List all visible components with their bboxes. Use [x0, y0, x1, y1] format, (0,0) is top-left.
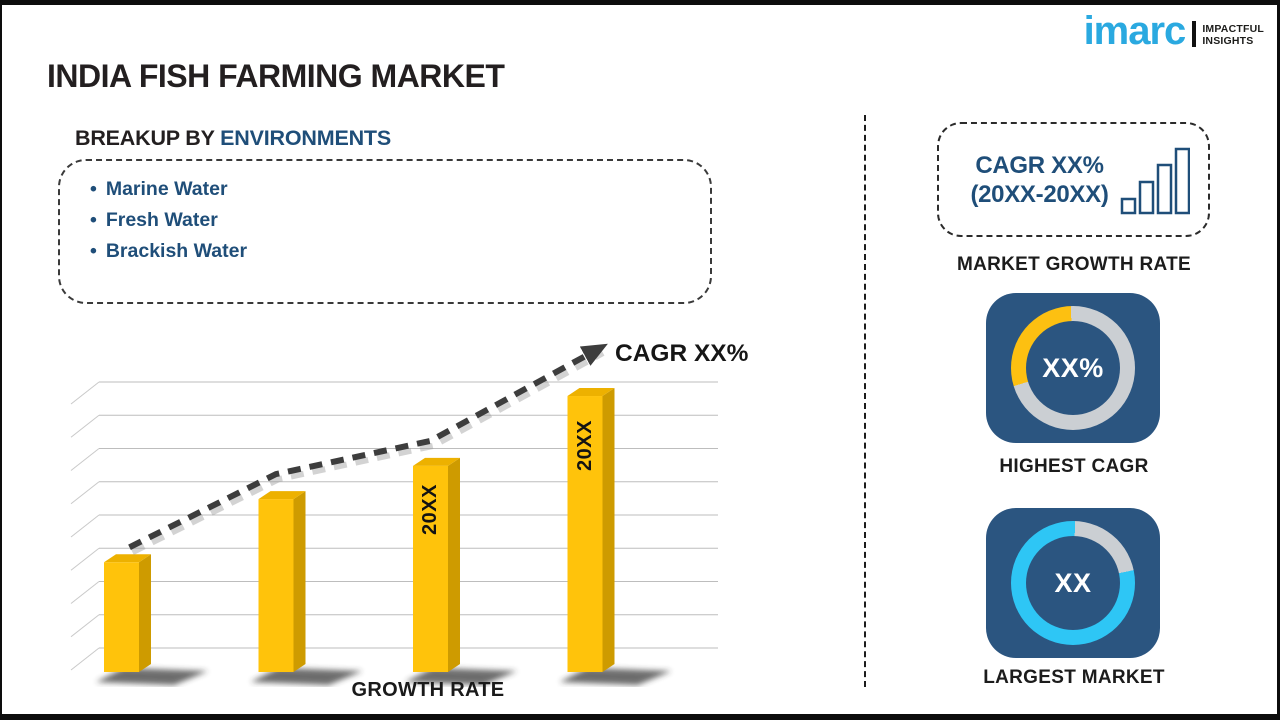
slide-border-top	[0, 0, 1280, 5]
largest-market-tile: XX	[986, 508, 1160, 658]
market-growth-rate-caption: MARKET GROWTH RATE	[956, 254, 1192, 275]
imarc-logo: imarc IMPACTFUL INSIGHTS	[1083, 9, 1264, 53]
bar-year-label-4: 20XX	[568, 404, 603, 486]
growth-bar-chart-canvas	[70, 343, 718, 685]
highest-cagr-tile: XX%	[986, 293, 1160, 443]
donut-hole	[1026, 321, 1120, 415]
list-item-label: Fresh Water	[105, 209, 218, 231]
chart-cagr-annotation: CAGR XX%	[615, 340, 749, 367]
slide-border-left	[0, 0, 2, 720]
highest-cagr-caption: HIGHEST CAGR	[999, 456, 1149, 477]
donut-hole	[1026, 536, 1120, 630]
cagr-box-line2: (20XX-20XX)	[970, 180, 1109, 208]
list-item: Marine Water	[90, 174, 710, 205]
logo-divider	[1192, 21, 1197, 47]
cagr-box: CAGR XX% (20XX-20XX)	[937, 122, 1210, 237]
bar-chart-icon	[1120, 147, 1190, 214]
bar-year-label-3: 20XX	[413, 468, 448, 550]
slide-border-right	[1277, 0, 1280, 720]
growth-bar-chart	[60, 335, 740, 687]
breakup-heading: BREAKUP BY ENVIRONMENTS	[75, 126, 391, 151]
breakup-heading-highlight: ENVIRONMENTS	[220, 126, 391, 150]
highest-cagr-donut-chart: XX%	[1011, 306, 1135, 430]
logo-brand-text: imarc	[1083, 9, 1187, 53]
list-item: Fresh Water	[90, 205, 710, 236]
list-item-label: Marine Water	[105, 178, 228, 200]
largest-market-donut-chart: XX	[1011, 521, 1135, 645]
section-divider	[864, 115, 866, 687]
list-item: Brackish Water	[90, 236, 710, 267]
logo-tagline-line1: IMPACTFUL	[1202, 22, 1264, 35]
page-title: INDIA FISH FARMING MARKET	[47, 58, 505, 94]
breakup-heading-prefix: BREAKUP BY	[75, 126, 215, 150]
slide-border-bottom	[0, 714, 1280, 720]
bar-year-label-text: 20XX	[574, 419, 596, 471]
logo-tagline-line2: INSIGHTS	[1202, 35, 1254, 48]
chart-x-axis-label: GROWTH RATE	[351, 679, 505, 701]
logo-tagline: IMPACTFUL INSIGHTS	[1202, 23, 1264, 48]
bar-year-label-text: 20XX	[419, 483, 441, 535]
largest-market-caption: LARGEST MARKET	[983, 667, 1165, 688]
breakup-list: Marine Water Fresh Water Brackish Water	[58, 159, 712, 304]
largest-market-value: XX	[1054, 567, 1092, 598]
cagr-box-text: CAGR XX% (20XX-20XX)	[965, 151, 1114, 209]
cagr-box-line1: CAGR XX%	[975, 151, 1104, 179]
highest-cagr-value: XX%	[1042, 352, 1104, 383]
list-item-label: Brackish Water	[105, 240, 248, 262]
